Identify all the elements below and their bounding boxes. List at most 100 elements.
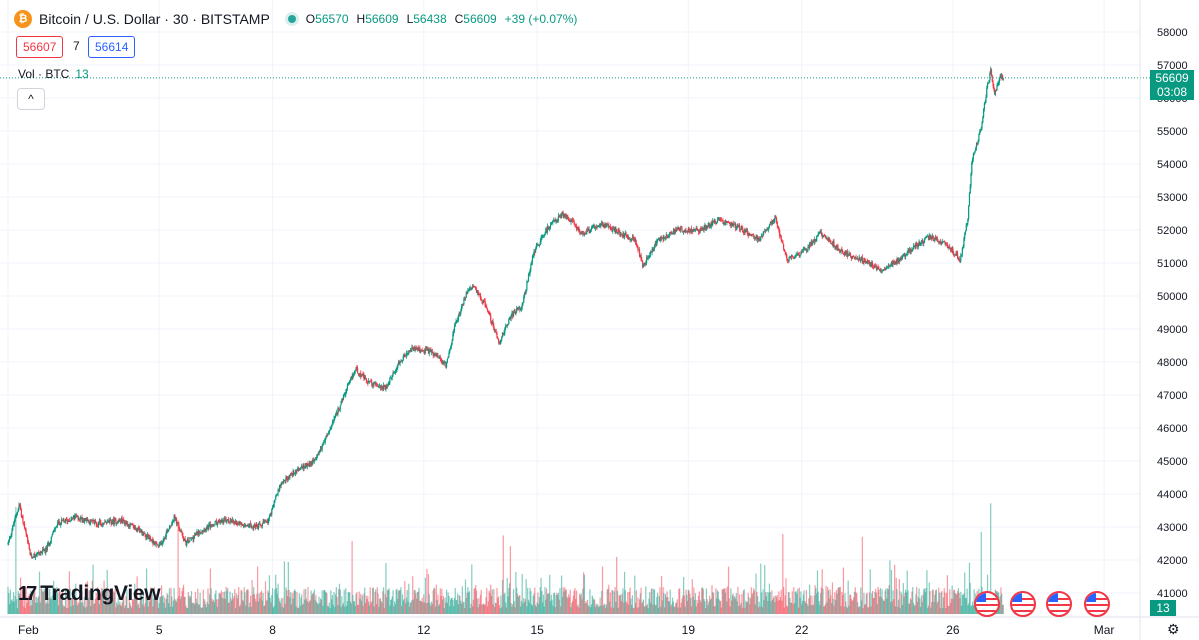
volume-bar bbox=[496, 588, 498, 614]
candle-body bbox=[643, 263, 645, 265]
candle-body bbox=[66, 519, 68, 522]
volume-bar bbox=[658, 595, 660, 614]
volume-bar bbox=[365, 595, 367, 614]
volume-bar bbox=[455, 600, 457, 614]
volume-bar bbox=[231, 600, 233, 614]
volume-bar bbox=[575, 590, 578, 614]
volume-bar bbox=[828, 598, 830, 614]
volume-bar bbox=[347, 592, 349, 614]
volume-bar bbox=[894, 606, 897, 614]
volume-bar bbox=[611, 589, 613, 614]
volume-bar bbox=[251, 580, 253, 614]
volume-bar bbox=[920, 606, 922, 614]
candle-body bbox=[105, 521, 107, 523]
economic-event-flag-icon[interactable] bbox=[1010, 591, 1036, 617]
volume-bar bbox=[286, 589, 288, 614]
candle-body bbox=[753, 235, 755, 237]
candle-body bbox=[115, 519, 117, 524]
candle-body bbox=[254, 524, 256, 528]
volume-bar bbox=[972, 605, 974, 614]
volume-bar bbox=[564, 587, 566, 614]
candle-body bbox=[45, 547, 47, 553]
volume-bar bbox=[471, 564, 473, 614]
volume-bar bbox=[849, 594, 852, 614]
candle-body bbox=[829, 239, 831, 241]
economic-event-flag-icon[interactable] bbox=[1084, 591, 1110, 617]
candle-body bbox=[67, 520, 69, 522]
volume-bar bbox=[17, 591, 19, 614]
volume-bar bbox=[26, 602, 28, 614]
volume-bar bbox=[338, 583, 341, 614]
volume-bar bbox=[482, 604, 484, 614]
volume-bar bbox=[264, 605, 266, 614]
volume-bar bbox=[195, 598, 197, 614]
volume-bar bbox=[670, 605, 672, 614]
candlestick-series bbox=[7, 66, 1004, 560]
volume-bar bbox=[514, 607, 516, 614]
economic-event-flag-icon[interactable] bbox=[1046, 591, 1072, 617]
candle-body bbox=[775, 215, 777, 218]
volume-bar bbox=[297, 607, 300, 614]
candle-body bbox=[742, 231, 745, 233]
volume-bar bbox=[217, 599, 219, 614]
volume-bar bbox=[160, 596, 162, 614]
volume-bar bbox=[293, 591, 295, 614]
volume-bar bbox=[745, 600, 747, 614]
candle-body bbox=[616, 232, 619, 234]
volume-bar bbox=[358, 591, 360, 614]
candle-body bbox=[665, 234, 667, 237]
candle-body bbox=[185, 539, 187, 546]
candle-body bbox=[60, 522, 62, 526]
symbol-title[interactable]: Bitcoin / U.S. Dollar · 30 · BITSTAMP bbox=[39, 11, 270, 27]
volume-bar bbox=[946, 575, 948, 614]
volume-bar bbox=[517, 596, 519, 614]
volume-bar bbox=[924, 592, 926, 614]
volume-bar bbox=[862, 608, 864, 614]
buy-button[interactable]: 56614 bbox=[88, 36, 136, 58]
candle-body bbox=[431, 351, 434, 353]
volume-bar bbox=[275, 587, 278, 614]
volume-bar bbox=[781, 600, 783, 614]
candle-body bbox=[317, 454, 319, 456]
volume-bar bbox=[201, 607, 204, 614]
volume-bar bbox=[590, 607, 592, 614]
economic-event-flag-icon[interactable] bbox=[974, 591, 1000, 617]
volume-bar bbox=[553, 593, 555, 614]
candle-body bbox=[532, 255, 534, 257]
candle-body bbox=[994, 90, 997, 95]
volume-bar bbox=[900, 591, 902, 614]
volume-bar bbox=[131, 599, 134, 614]
collapse-legend-button[interactable]: ^ bbox=[17, 88, 45, 110]
candle-body bbox=[441, 360, 443, 364]
volume-bar bbox=[191, 603, 193, 614]
volume-bar bbox=[937, 600, 939, 614]
volume-bar bbox=[749, 598, 752, 614]
volume-bar bbox=[349, 601, 352, 614]
tradingview-logo[interactable]: 17 TradingView bbox=[18, 582, 161, 606]
volume-bar bbox=[202, 589, 204, 614]
price-tick-label: 46000 bbox=[1157, 423, 1188, 435]
candle-body bbox=[504, 328, 506, 333]
candle-body bbox=[13, 521, 15, 525]
volume-bar bbox=[857, 602, 859, 614]
candle-body bbox=[260, 525, 263, 527]
gear-icon[interactable]: ⚙ bbox=[1167, 621, 1180, 637]
candle-body bbox=[242, 525, 245, 527]
market-status-icon bbox=[287, 15, 296, 23]
volume-bar bbox=[798, 587, 800, 614]
volume-bar bbox=[990, 503, 992, 614]
volume-bar bbox=[234, 608, 237, 614]
candle-body bbox=[649, 251, 652, 255]
volume-bar bbox=[149, 601, 151, 614]
volume-bar bbox=[465, 597, 467, 614]
candle-body bbox=[634, 239, 637, 243]
candle-body bbox=[873, 266, 875, 268]
candle-body bbox=[367, 381, 369, 384]
sell-button[interactable]: 56607 bbox=[16, 36, 64, 58]
volume-bar bbox=[479, 604, 481, 614]
volume-bar bbox=[938, 592, 941, 614]
volume-bar bbox=[507, 596, 509, 614]
volume-bar bbox=[107, 599, 109, 614]
candle-body bbox=[641, 259, 643, 262]
